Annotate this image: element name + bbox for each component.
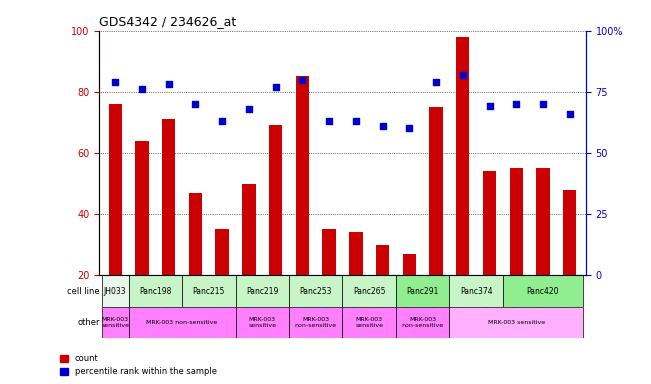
Point — [270, 84, 281, 90]
FancyBboxPatch shape — [289, 275, 342, 307]
Bar — [189, 193, 202, 336]
Point — [564, 111, 575, 117]
FancyBboxPatch shape — [503, 275, 583, 307]
Point — [163, 81, 174, 88]
FancyBboxPatch shape — [128, 275, 182, 307]
Point — [324, 118, 335, 124]
Text: Panc265: Panc265 — [353, 286, 385, 296]
FancyBboxPatch shape — [236, 275, 289, 307]
FancyBboxPatch shape — [128, 307, 236, 338]
FancyBboxPatch shape — [102, 275, 128, 307]
Legend: count, percentile rank within the sample: count, percentile rank within the sample — [56, 351, 220, 380]
Bar — [242, 184, 256, 336]
Point — [243, 106, 254, 112]
FancyBboxPatch shape — [449, 275, 503, 307]
Bar — [296, 76, 309, 336]
Bar — [349, 232, 363, 336]
Bar — [162, 119, 175, 336]
FancyBboxPatch shape — [396, 307, 449, 338]
Point — [484, 103, 495, 109]
Text: other: other — [77, 318, 100, 327]
Text: MRK-003
sensitive: MRK-003 sensitive — [355, 317, 383, 328]
Text: MRK-003
non-sensitive: MRK-003 non-sensitive — [295, 317, 337, 328]
Point — [378, 123, 388, 129]
Bar — [215, 229, 229, 336]
FancyBboxPatch shape — [342, 275, 396, 307]
Text: MRK-003
sensitive: MRK-003 sensitive — [101, 317, 129, 328]
FancyBboxPatch shape — [449, 307, 583, 338]
Bar — [376, 245, 389, 336]
Bar — [109, 104, 122, 336]
Text: cell line: cell line — [67, 286, 100, 296]
Text: MRK-003 non-sensitive: MRK-003 non-sensitive — [146, 320, 217, 325]
Bar — [430, 107, 443, 336]
Text: Panc198: Panc198 — [139, 286, 171, 296]
Text: JH033: JH033 — [104, 286, 126, 296]
Point — [190, 101, 201, 107]
Text: Panc219: Panc219 — [246, 286, 279, 296]
Point — [511, 101, 521, 107]
Bar — [456, 37, 469, 336]
Bar — [536, 168, 549, 336]
Point — [110, 79, 120, 85]
FancyBboxPatch shape — [236, 307, 289, 338]
Text: Panc253: Panc253 — [299, 286, 332, 296]
Text: MRK-003 sensitive: MRK-003 sensitive — [488, 320, 545, 325]
Point — [297, 76, 307, 83]
Text: Panc374: Panc374 — [460, 286, 492, 296]
Text: MRK-003
non-sensitive: MRK-003 non-sensitive — [402, 317, 444, 328]
Point — [217, 118, 227, 124]
Point — [431, 79, 441, 85]
Bar — [402, 254, 416, 336]
Text: Panc291: Panc291 — [406, 286, 439, 296]
Bar — [510, 168, 523, 336]
Bar — [483, 171, 496, 336]
Point — [137, 86, 147, 93]
FancyBboxPatch shape — [102, 307, 128, 338]
FancyBboxPatch shape — [342, 307, 396, 338]
Point — [538, 101, 548, 107]
Text: Panc420: Panc420 — [527, 286, 559, 296]
FancyBboxPatch shape — [396, 275, 449, 307]
Point — [404, 126, 415, 132]
Text: GDS4342 / 234626_at: GDS4342 / 234626_at — [99, 15, 236, 28]
Text: MRK-003
sensitive: MRK-003 sensitive — [248, 317, 276, 328]
Bar — [269, 126, 283, 336]
Bar — [563, 190, 576, 336]
Text: Panc215: Panc215 — [193, 286, 225, 296]
Point — [458, 71, 468, 78]
Point — [351, 118, 361, 124]
FancyBboxPatch shape — [289, 307, 342, 338]
FancyBboxPatch shape — [182, 275, 236, 307]
Bar — [322, 229, 336, 336]
Bar — [135, 141, 148, 336]
